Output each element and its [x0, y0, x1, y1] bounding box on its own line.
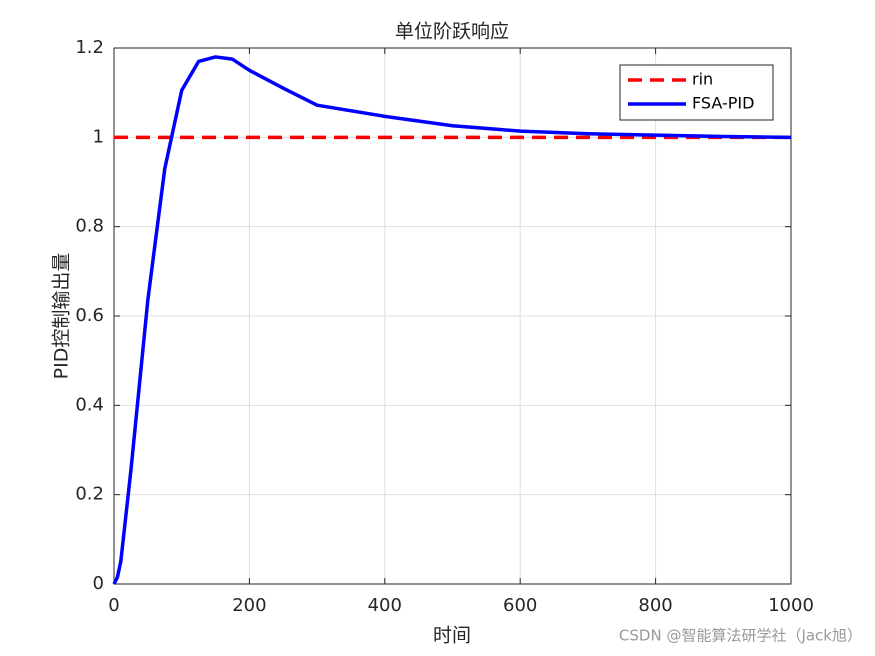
y-tick-label: 1.2 — [75, 37, 104, 58]
chart-title: 单位阶跃响应 — [395, 21, 509, 43]
y-tick-label: 0.2 — [75, 484, 104, 505]
legend-box — [619, 64, 774, 121]
x-tick-label: 200 — [232, 595, 266, 616]
x-axis-label: 时间 — [433, 625, 471, 647]
y-tick-label: 0.6 — [75, 305, 104, 326]
watermark: CSDN @智能算法研学社（Jack旭） — [619, 627, 862, 645]
x-tick-label: 600 — [503, 595, 537, 616]
legend-label: FSA-PID — [692, 94, 754, 113]
y-tick-label: 1 — [93, 126, 104, 147]
data-line — [112, 55, 792, 585]
x-tick-label: 400 — [368, 595, 402, 616]
legend-label: rin — [692, 70, 713, 89]
x-tick-label: 0 — [108, 595, 119, 616]
axes-box — [113, 47, 792, 585]
x-tick-label: 1000 — [768, 595, 814, 616]
y-tick-label: 0 — [93, 573, 104, 594]
y-tick-label: 0.8 — [75, 216, 104, 237]
y-tick-label: 0.4 — [75, 394, 104, 415]
x-tick-label: 800 — [638, 595, 672, 616]
y-axis-label: PID控制输出量 — [51, 253, 73, 380]
